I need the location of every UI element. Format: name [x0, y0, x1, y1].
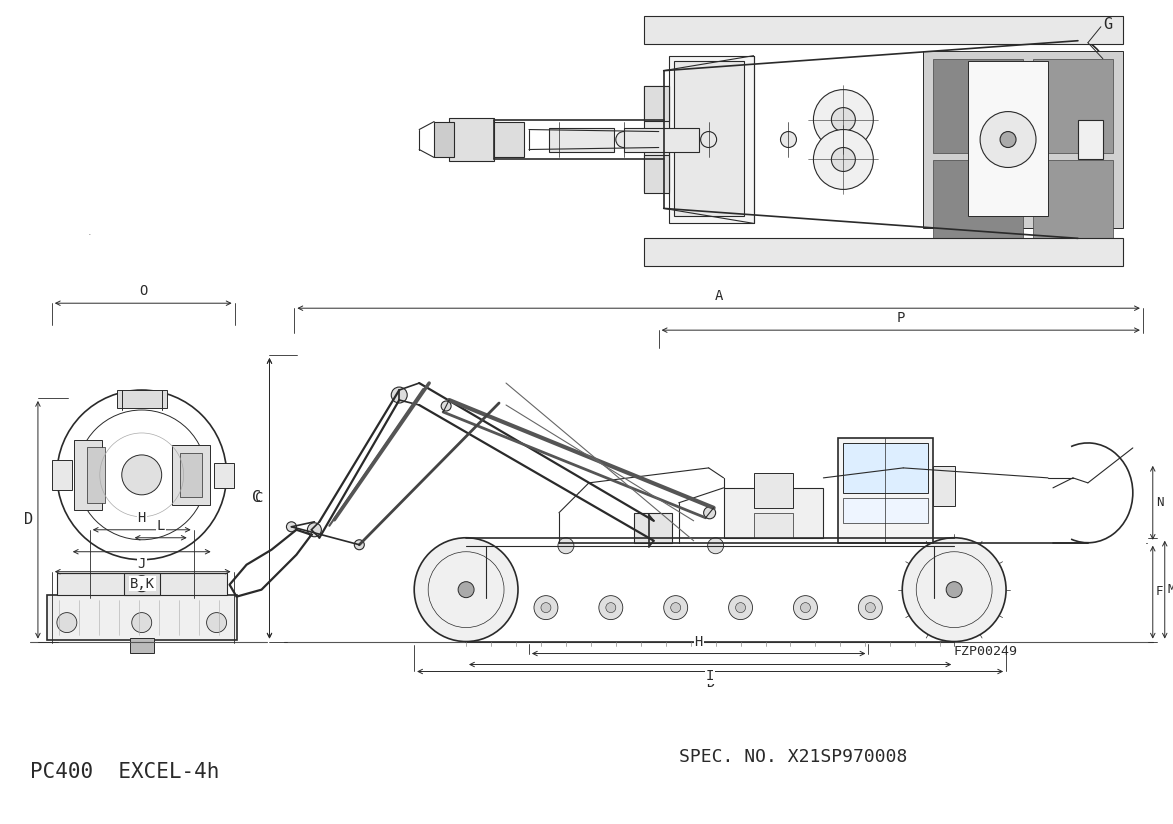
Bar [117, 390, 167, 408]
Circle shape [134, 576, 150, 592]
Circle shape [392, 387, 407, 403]
Bar [1078, 119, 1103, 160]
Bar [87, 447, 104, 503]
Bar [843, 498, 928, 522]
Bar [130, 638, 154, 653]
Text: G: G [1104, 17, 1112, 32]
Circle shape [307, 522, 321, 536]
Circle shape [902, 538, 1006, 642]
Circle shape [616, 132, 632, 147]
Circle shape [414, 538, 518, 642]
Circle shape [981, 111, 1036, 167]
Circle shape [700, 132, 717, 147]
Circle shape [1001, 132, 1016, 147]
Text: A: A [714, 289, 723, 303]
Text: N: N [1155, 496, 1164, 509]
Circle shape [671, 602, 680, 612]
Bar [673, 61, 744, 217]
Bar [47, 595, 237, 639]
Circle shape [441, 401, 452, 411]
Text: C: C [255, 491, 263, 505]
Bar [56, 573, 226, 595]
Bar [434, 122, 454, 157]
Text: O: O [140, 284, 148, 298]
Circle shape [122, 455, 162, 495]
Circle shape [206, 612, 226, 633]
Text: D: D [23, 513, 33, 527]
Text: H: H [137, 511, 145, 525]
Circle shape [866, 602, 875, 612]
Circle shape [813, 129, 874, 190]
Circle shape [800, 602, 811, 612]
Bar [624, 128, 699, 152]
Circle shape [704, 507, 716, 519]
Text: F: F [1155, 585, 1164, 598]
Text: .: . [88, 227, 91, 237]
Circle shape [707, 538, 724, 554]
Bar [644, 156, 669, 194]
Circle shape [551, 132, 567, 147]
Text: H: H [694, 634, 703, 648]
Text: FZP00249: FZP00249 [954, 645, 1017, 658]
Circle shape [599, 596, 623, 620]
Text: P: P [896, 311, 904, 325]
Circle shape [813, 90, 874, 149]
Bar [934, 59, 1023, 153]
Circle shape [832, 147, 855, 171]
Text: L: L [156, 519, 165, 533]
Circle shape [735, 602, 746, 612]
Bar [633, 513, 672, 543]
Bar [171, 445, 210, 505]
Text: I: I [706, 669, 714, 683]
Text: PC400  EXCEL-4h: PC400 EXCEL-4h [30, 762, 219, 782]
Circle shape [646, 524, 660, 538]
Circle shape [354, 540, 365, 550]
Circle shape [780, 132, 796, 147]
Bar [644, 238, 1123, 266]
Bar [549, 128, 613, 152]
Bar [753, 473, 793, 508]
Circle shape [541, 602, 551, 612]
Bar [644, 86, 669, 120]
Bar [179, 453, 202, 497]
Circle shape [947, 582, 962, 597]
Bar [843, 443, 928, 493]
Bar [124, 573, 160, 595]
Circle shape [859, 596, 882, 620]
Circle shape [56, 612, 77, 633]
Bar [52, 460, 72, 489]
Bar [934, 161, 1023, 241]
Circle shape [558, 538, 574, 554]
Bar [644, 16, 1123, 44]
Circle shape [728, 596, 753, 620]
Circle shape [664, 596, 687, 620]
Circle shape [832, 108, 855, 132]
Bar [968, 61, 1047, 217]
Text: J: J [137, 557, 145, 571]
Bar [74, 440, 102, 510]
Bar [934, 466, 955, 506]
Bar [1033, 59, 1113, 153]
Circle shape [534, 596, 558, 620]
Text: SPEC. NO. X21SP970008: SPEC. NO. X21SP970008 [679, 748, 907, 766]
Bar [644, 86, 669, 191]
Bar [449, 118, 494, 162]
Text: M: M [1168, 583, 1173, 596]
Bar [923, 51, 1123, 228]
Text: B,K: B,K [130, 577, 155, 591]
Bar [213, 463, 233, 488]
Text: D: D [706, 677, 714, 691]
Bar [839, 438, 934, 543]
Text: C: C [252, 490, 262, 505]
Bar [724, 488, 823, 538]
Circle shape [459, 582, 474, 597]
Bar [1033, 161, 1113, 241]
Bar [489, 122, 524, 157]
Circle shape [131, 612, 151, 633]
Circle shape [605, 602, 616, 612]
Circle shape [793, 596, 818, 620]
Bar [669, 56, 753, 223]
Circle shape [286, 522, 297, 531]
Bar [753, 513, 793, 538]
